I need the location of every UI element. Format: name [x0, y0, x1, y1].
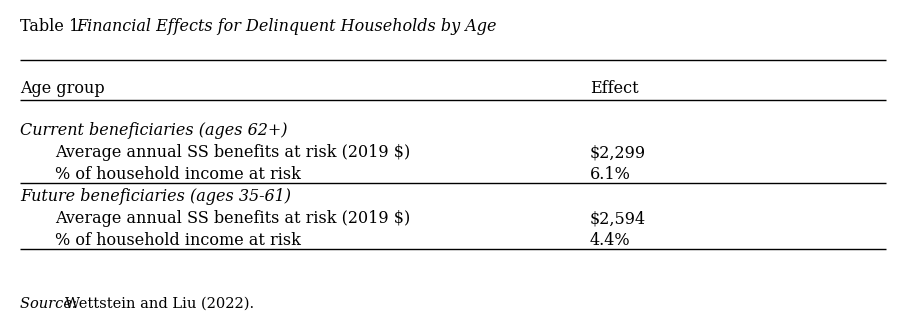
Text: 4.4%: 4.4% [590, 232, 631, 249]
Text: Current beneficiaries (ages 62+): Current beneficiaries (ages 62+) [20, 122, 287, 139]
Text: Average annual SS benefits at risk (2019 $): Average annual SS benefits at risk (2019… [55, 210, 410, 227]
Text: % of household income at risk: % of household income at risk [55, 232, 301, 249]
Text: Effect: Effect [590, 80, 639, 97]
Text: Financial Effects for Delinquent Households by Age: Financial Effects for Delinquent Househo… [76, 18, 496, 35]
Text: Source:: Source: [20, 297, 82, 311]
Text: % of household income at risk: % of household income at risk [55, 166, 301, 183]
Text: Average annual SS benefits at risk (2019 $): Average annual SS benefits at risk (2019… [55, 144, 410, 161]
Text: $2,299: $2,299 [590, 144, 646, 161]
Text: Wettstein and Liu (2022).: Wettstein and Liu (2022). [65, 297, 254, 311]
Text: Table 1.: Table 1. [20, 18, 90, 35]
Text: Age group: Age group [20, 80, 104, 97]
Text: 6.1%: 6.1% [590, 166, 631, 183]
Text: Future beneficiaries (ages 35-61): Future beneficiaries (ages 35-61) [20, 188, 291, 205]
Text: $2,594: $2,594 [590, 210, 646, 227]
